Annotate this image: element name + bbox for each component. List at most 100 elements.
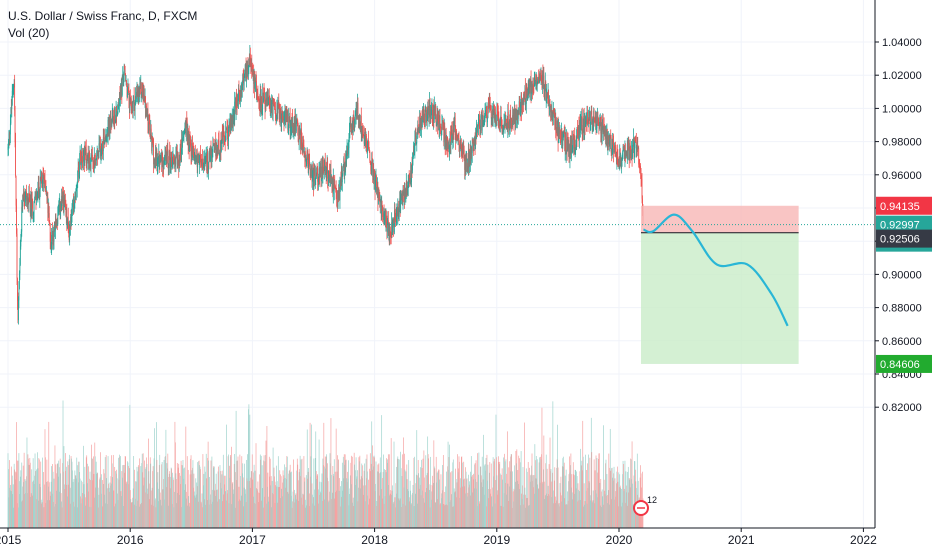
candle-body [127, 88, 129, 93]
volume-bar [556, 467, 558, 528]
candle-body [583, 115, 585, 134]
volume-bar [96, 472, 98, 528]
candle-body [210, 148, 212, 155]
candle-body [489, 102, 491, 105]
volume-bar [134, 498, 136, 528]
short-position-tool[interactable] [0, 205, 875, 364]
volume-bar [614, 499, 615, 528]
candle-body [211, 154, 212, 159]
volume-bar [631, 441, 633, 528]
candle-body [346, 152, 347, 160]
candle-body [356, 110, 357, 118]
volume-bar [299, 455, 301, 528]
candle-body [544, 85, 546, 92]
volume-bar [65, 470, 67, 528]
candle-body [371, 161, 373, 163]
candle-body [117, 113, 118, 115]
volume-bar [295, 499, 297, 528]
volume-bar [348, 505, 350, 528]
candle-body [340, 179, 342, 184]
volume-bar [285, 467, 287, 528]
volume-bar [138, 465, 139, 528]
volume-bar [636, 453, 638, 528]
candle-body [414, 136, 416, 139]
candle-body [79, 150, 81, 161]
volume-bar [155, 498, 156, 528]
volume-bar [491, 496, 493, 528]
volume-bar [204, 504, 206, 528]
volume-bar [599, 482, 601, 528]
candle-body [55, 224, 57, 226]
volume-bar [215, 473, 217, 528]
volume-bar [321, 482, 322, 528]
volume-bar [37, 500, 39, 528]
volume-bar [249, 477, 251, 528]
candle-body [112, 110, 114, 113]
volume-bar [558, 503, 560, 528]
volume-bar [90, 479, 91, 528]
volume-bar [171, 503, 173, 528]
candle-body [275, 109, 276, 119]
candle-body [507, 111, 509, 124]
candle-body [589, 112, 591, 124]
volume-bar [632, 483, 633, 528]
volume-bar [624, 488, 625, 528]
candle-body [569, 154, 570, 159]
candle-body [331, 175, 333, 188]
volume-bar [586, 469, 587, 528]
volume-bar [183, 478, 185, 528]
candle-body [402, 194, 403, 206]
candle-body [89, 164, 91, 168]
volume-bar [589, 500, 591, 528]
volume-bar [102, 483, 104, 528]
candle-body [77, 167, 79, 171]
candle-body [617, 158, 619, 163]
volume-bar [587, 463, 588, 528]
volume-bar [521, 493, 522, 528]
volume-bar [357, 501, 359, 528]
candle-body [194, 153, 196, 156]
volume-bar [432, 475, 433, 528]
volume-bar [213, 466, 215, 528]
candle-body [496, 108, 498, 110]
candle-body [108, 119, 110, 129]
volume-bar [520, 462, 521, 528]
candle-body [247, 66, 248, 70]
candle-body [106, 135, 108, 142]
candle-body [308, 157, 310, 159]
volume-bar [116, 469, 117, 528]
candle-body [529, 81, 531, 92]
candle-body [468, 149, 469, 169]
candle-body [545, 98, 547, 101]
candle-body [579, 120, 581, 134]
candle-body [459, 140, 461, 148]
volume-bar [278, 487, 280, 528]
volume-bar [443, 505, 445, 528]
volume-bar [233, 463, 235, 528]
candle-body [163, 160, 165, 170]
candle-body [429, 99, 430, 108]
volume-bar [172, 477, 174, 528]
volume-bar [301, 458, 303, 528]
candle-body [563, 132, 565, 134]
candle-body [523, 99, 524, 104]
volume-bar [424, 502, 426, 528]
candle-body [230, 116, 232, 131]
candle-body [549, 104, 551, 106]
volume-bar [578, 489, 579, 528]
candle-body [439, 115, 440, 131]
candle-body [73, 203, 75, 205]
candle-body [380, 199, 382, 215]
volume-bar [249, 414, 251, 528]
forecast-curve[interactable] [643, 213, 789, 327]
candle-body [193, 151, 195, 161]
candle-body [417, 124, 419, 135]
candle-body [296, 119, 298, 123]
volume-bar [537, 484, 539, 528]
candle-body [484, 116, 485, 123]
candle-body [70, 216, 71, 229]
candle-body [220, 141, 221, 153]
volume-bar [528, 505, 530, 528]
candle-body [121, 76, 123, 95]
